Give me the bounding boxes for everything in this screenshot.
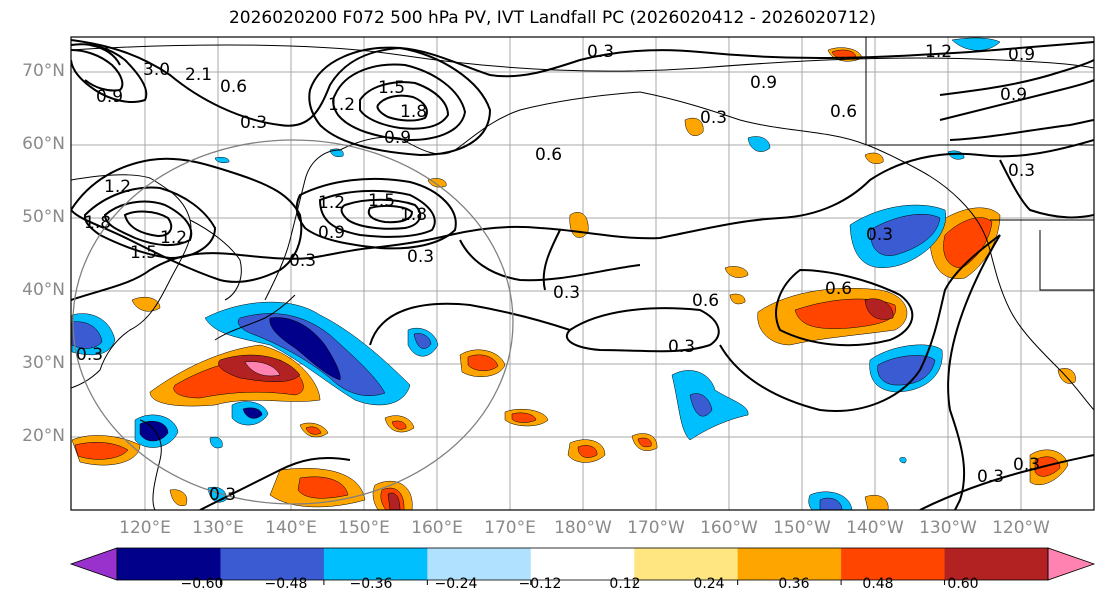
- colorbar-segment: [530, 548, 635, 580]
- colorbar-tick-label: −0.48: [264, 576, 308, 592]
- contour-label: 1.8: [400, 205, 427, 225]
- lon-label-130w: 130°W: [919, 518, 977, 538]
- contour-label: 0.6: [830, 102, 857, 122]
- lon-label-150e: 150°E: [338, 518, 390, 538]
- colorbar-segment: [737, 548, 842, 580]
- colorbar-extend-low: [69, 547, 118, 581]
- colorbar-segment: [944, 548, 1049, 580]
- lon-label-170e: 170°E: [484, 518, 536, 538]
- colorbar-tick-label: −0.36: [349, 576, 393, 592]
- colorbar-segment: [323, 548, 428, 580]
- contour-label: 0.3: [76, 345, 103, 365]
- contour-label: 1.2: [104, 177, 131, 197]
- map-frame: [70, 36, 1095, 511]
- contour-label: 0.3: [866, 225, 893, 245]
- lon-label-130e: 130°E: [192, 518, 244, 538]
- lon-label-140w: 140°W: [846, 518, 904, 538]
- contour-label: 0.6: [535, 145, 562, 165]
- colorbar-tick-label: 0.36: [778, 576, 810, 592]
- lon-label-140e: 140°E: [265, 518, 317, 538]
- contour-label: 0.3: [240, 113, 267, 133]
- contour-label: 0.3: [1008, 161, 1035, 181]
- lat-label-70n: 70°N: [22, 61, 65, 81]
- contour-label: 1.2: [328, 95, 355, 115]
- contour-label: 2.1: [185, 65, 212, 85]
- contour-label: 1.8: [84, 213, 111, 233]
- colorbar-tick-label: 0.24: [693, 576, 725, 592]
- contour-label: 0.3: [407, 247, 434, 267]
- lon-label-120e: 120°E: [119, 518, 171, 538]
- contour-label: 0.9: [96, 87, 123, 107]
- colorbar: [69, 547, 1096, 585]
- contour-label: 0.9: [318, 223, 345, 243]
- colorbar-tick-label: 0.60: [947, 576, 979, 592]
- lat-label-60n: 60°N: [22, 134, 65, 154]
- contour-label: 0.9: [750, 73, 777, 93]
- lat-label-50n: 50°N: [22, 207, 65, 227]
- colorbar-tick-label: −0.24: [434, 576, 478, 592]
- lat-label-30n: 30°N: [22, 353, 65, 373]
- contour-label: 0.3: [289, 251, 316, 271]
- lat-label-20n: 20°N: [22, 426, 65, 446]
- lon-label-180w: 180°W: [554, 518, 612, 538]
- contour-label: 1.5: [378, 78, 405, 98]
- contour-label: 0.6: [825, 279, 852, 299]
- colorbar-outline: [116, 547, 1049, 581]
- contour-label: 0.3: [209, 485, 236, 505]
- region-circle: [72, 139, 514, 505]
- contour-label: 0.9: [1008, 45, 1035, 65]
- ivt-positive-shading: [71, 47, 1076, 510]
- colorbar-segment: [634, 548, 739, 580]
- lon-label-120w: 120°W: [992, 518, 1050, 538]
- contour-label: 1.5: [368, 191, 395, 211]
- contour-label: 1.8: [400, 102, 427, 122]
- contour-label: 0.3: [553, 283, 580, 303]
- colorbar-tick-label: −0.12: [518, 576, 562, 592]
- contour-label: 0.3: [1013, 455, 1040, 475]
- figure-title: 2026020200 F072 500 hPa PV, IVT Landfall…: [228, 8, 876, 28]
- contour-label: 0.9: [384, 128, 411, 148]
- contour-label: 0.6: [220, 77, 247, 97]
- ivt-negative-shading: [71, 37, 1001, 510]
- colorbar-segment: [220, 548, 325, 580]
- contour-label: 0.6: [692, 291, 719, 311]
- colorbar-tick-label: 0.48: [862, 576, 894, 592]
- contour-label: 1.2: [318, 193, 345, 213]
- pv-contours: [71, 39, 1094, 510]
- contour-labels: 0.3 1.2 0.9 3.0 2.1 0.6 0.3 1.5 1.8 0.9 …: [76, 42, 1040, 505]
- contour-label: 3.0: [143, 60, 170, 80]
- colorbar-segment: [841, 548, 946, 580]
- contour-label: 0.9: [1000, 85, 1027, 105]
- contour-label: 0.3: [587, 42, 614, 62]
- colorbar-extend-high: [1047, 547, 1096, 581]
- colorbar-segment: [427, 548, 532, 580]
- colorbar-segment: [117, 548, 221, 580]
- contour-label: 1.2: [925, 42, 952, 62]
- colorbar-tick-label: 0.12: [609, 576, 641, 592]
- contour-label: 0.3: [977, 467, 1004, 487]
- lat-label-40n: 40°N: [22, 280, 65, 300]
- contour-label: 1.5: [130, 243, 157, 263]
- lon-label-150w: 150°W: [773, 518, 831, 538]
- lon-label-160e: 160°E: [411, 518, 463, 538]
- lon-label-160w: 160°W: [700, 518, 758, 538]
- contour-label: 1.2: [160, 228, 187, 248]
- lon-label-170w: 170°W: [627, 518, 685, 538]
- contour-label: 0.3: [700, 108, 727, 128]
- contour-label: 0.3: [668, 337, 695, 357]
- colorbar-tick-label: −0.60: [180, 576, 224, 592]
